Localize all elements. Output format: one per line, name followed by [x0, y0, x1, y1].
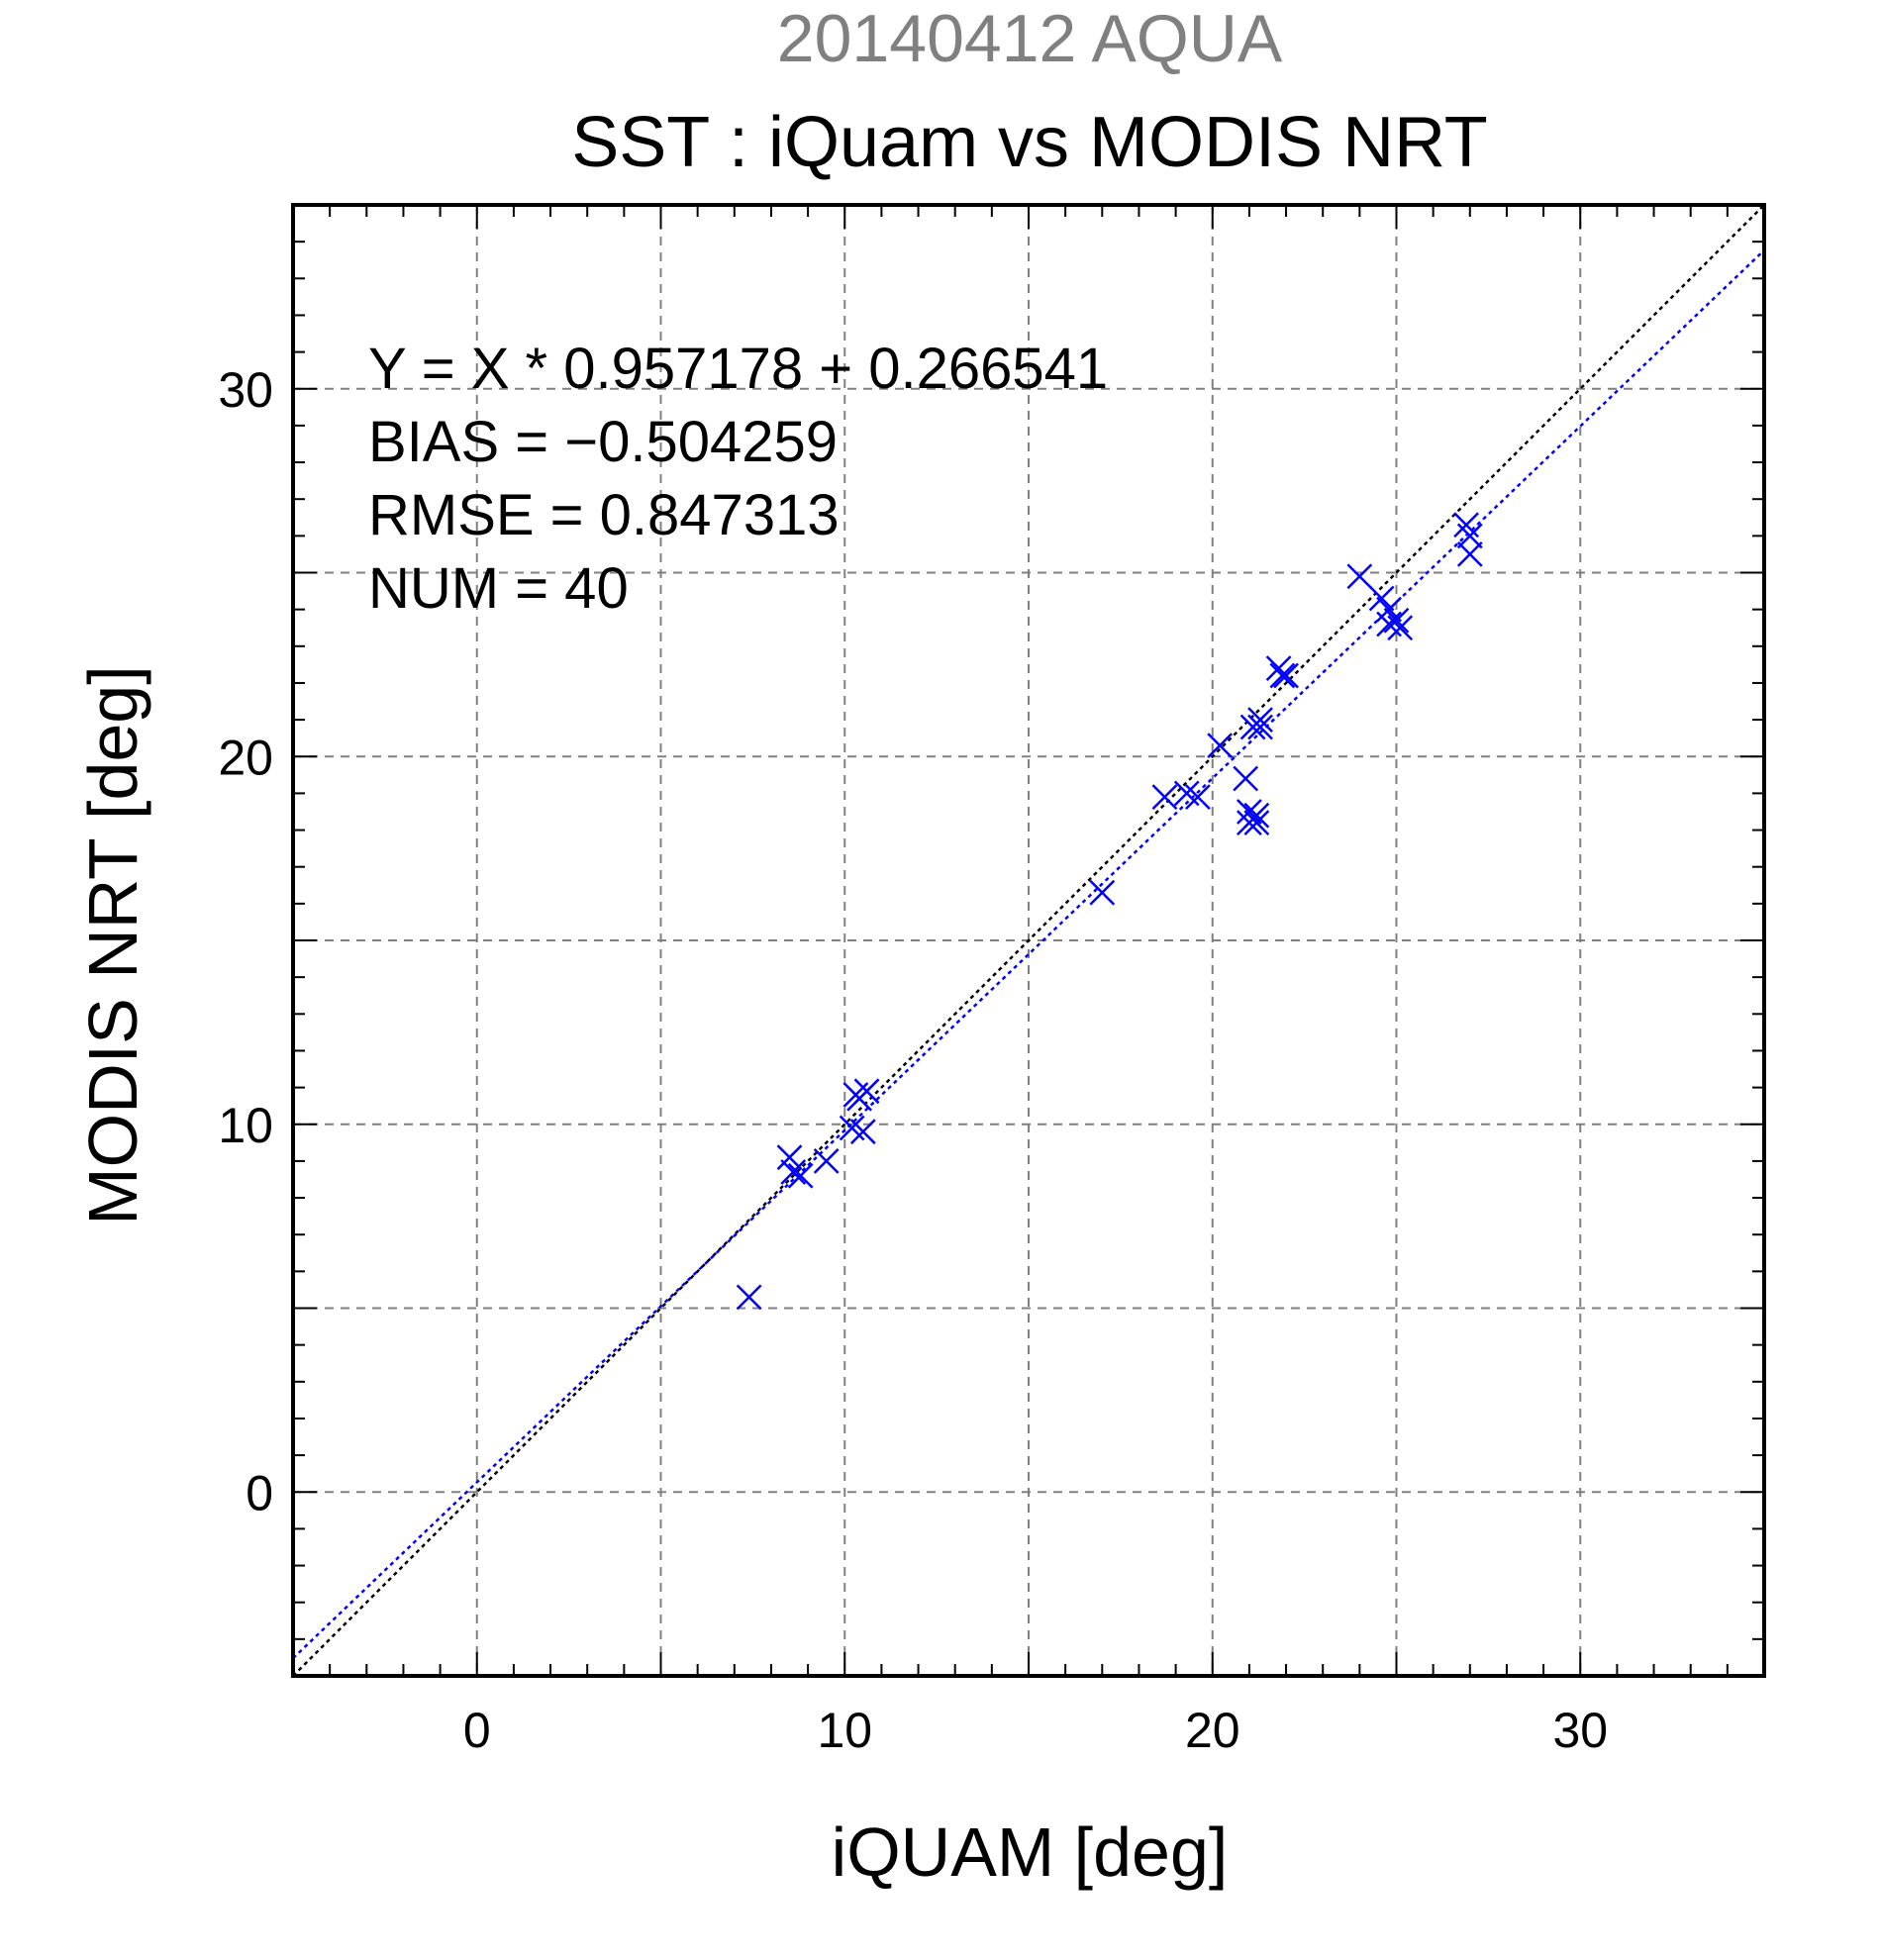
stats-line: Y = X * 0.957178 + 0.266541	[368, 337, 1108, 401]
grid-lines	[293, 205, 1764, 1676]
data-point	[1247, 714, 1273, 740]
identity-line	[292, 204, 1765, 1677]
chart-top-title: 20140412 AQUA	[777, 1, 1283, 76]
data-point	[736, 1284, 762, 1311]
data-point-stroke	[1456, 541, 1483, 567]
data-point	[1456, 541, 1483, 567]
data-point	[1383, 607, 1410, 634]
data-point-stroke	[1269, 662, 1296, 689]
stats-box: Y = X * 0.957178 + 0.266541 BIAS = −0.504…	[368, 337, 1108, 621]
y-tick-label: 0	[246, 1465, 273, 1520]
x-tick-label: 10	[817, 1703, 872, 1758]
data-point-stroke	[787, 1162, 814, 1189]
stats-line: RMSE = 0.847313	[368, 483, 840, 547]
data-point-stroke	[1089, 879, 1116, 906]
data-point	[1247, 707, 1273, 733]
data-point-stroke	[839, 1115, 865, 1141]
tick-labels: 0 0 10 10 20 20 30 30	[218, 362, 1608, 1758]
data-point-stroke	[1243, 802, 1270, 829]
data-point-stroke	[1387, 615, 1414, 641]
data-point	[853, 1078, 880, 1105]
data-point	[813, 1148, 840, 1174]
data-point-stroke	[1456, 523, 1483, 549]
data-point-stroke	[1151, 784, 1178, 810]
data-point-stroke	[736, 1284, 762, 1311]
data-point	[1273, 662, 1299, 689]
chart-title: SST : iQuam vs MODIS NRT	[571, 103, 1488, 182]
data-point	[787, 1162, 814, 1189]
data-point-stroke	[1376, 611, 1402, 637]
data-point-stroke	[1247, 714, 1273, 740]
data-point	[1237, 799, 1262, 825]
data-point-stroke	[1273, 662, 1299, 689]
x-tick-label: 20	[1185, 1703, 1240, 1758]
data-point	[1243, 810, 1270, 836]
data-point	[1456, 523, 1483, 549]
y-tick-label: 10	[218, 1098, 273, 1153]
data-point-stroke	[1243, 810, 1270, 836]
data-point	[780, 1159, 807, 1185]
data-point	[1368, 585, 1395, 612]
data-point-stroke	[1383, 607, 1410, 634]
fit-line	[292, 248, 1765, 1660]
data-point-stroke	[1173, 780, 1200, 807]
stats-line: BIAS = −0.504259	[368, 410, 838, 474]
x-axis-label: iQUAM [deg]	[832, 1813, 1229, 1891]
data-point	[1089, 879, 1116, 906]
y-tick-label: 20	[218, 730, 273, 785]
data-point-stroke	[1453, 512, 1479, 539]
data-point	[1243, 802, 1270, 829]
data-point-stroke	[1207, 733, 1234, 758]
stats-line: NUM = 40	[368, 556, 629, 621]
data-point-stroke	[1237, 799, 1262, 825]
plot-frame	[291, 203, 1766, 1678]
data-point-stroke	[1368, 585, 1395, 612]
data-point-stroke	[1185, 784, 1211, 810]
data-point	[1151, 784, 1178, 810]
data-point	[849, 1119, 876, 1145]
data-point	[776, 1144, 803, 1171]
data-point-stroke	[1233, 765, 1259, 792]
data-point-stroke	[776, 1144, 803, 1171]
x-tick-label: 0	[463, 1703, 491, 1758]
data-point	[1387, 615, 1414, 641]
data-point	[1207, 733, 1234, 758]
data-point-stroke	[780, 1159, 807, 1185]
data-point	[1233, 765, 1259, 792]
data-point	[1346, 563, 1373, 590]
reference-lines	[292, 204, 1765, 1677]
y-tick-label: 30	[218, 362, 273, 418]
data-point-stroke	[849, 1119, 876, 1145]
y-axis-label: MODIS NRT [deg]	[74, 665, 151, 1225]
data-points	[736, 512, 1483, 1311]
data-point-stroke	[1247, 707, 1273, 733]
data-point-stroke	[813, 1148, 840, 1174]
data-point-stroke	[853, 1078, 880, 1105]
data-point	[1185, 784, 1211, 810]
data-point-stroke	[1346, 563, 1373, 590]
x-tick-label: 30	[1552, 1703, 1608, 1758]
data-point	[1269, 662, 1296, 689]
